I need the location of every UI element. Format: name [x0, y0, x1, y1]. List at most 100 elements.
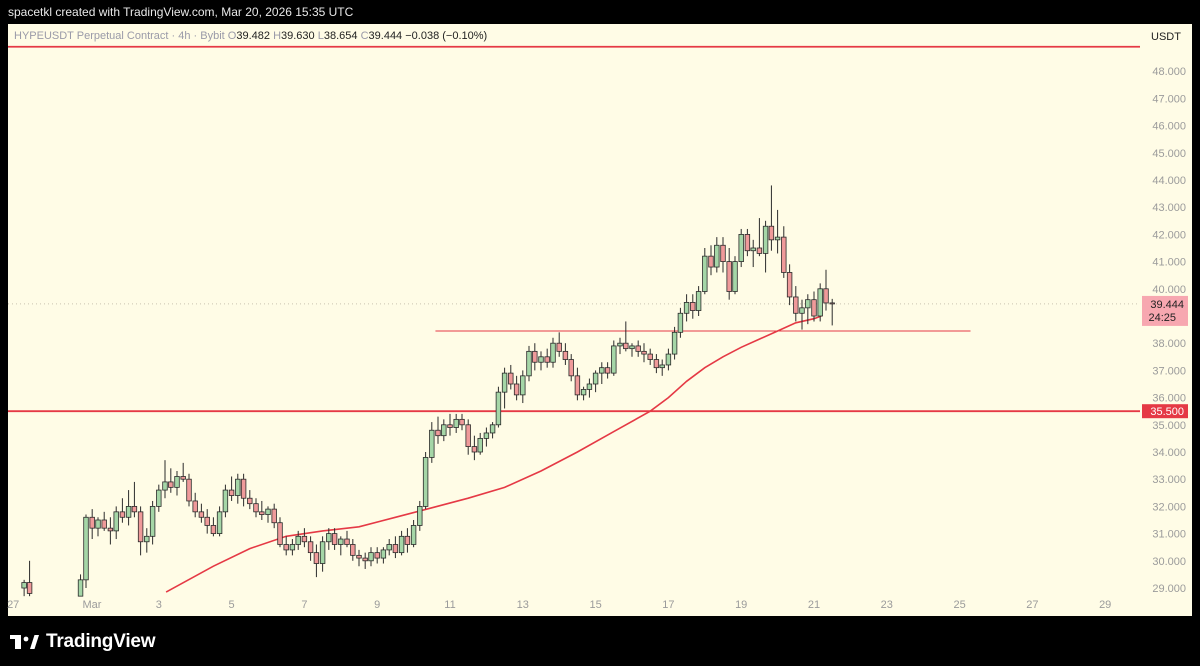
candle-body: [659, 364, 665, 369]
candle-body: [26, 582, 33, 594]
ohlc-legend: HYPEUSDT Perpetual Contract · 4h · Bybit…: [14, 30, 487, 42]
high-value: 39.630: [281, 30, 315, 42]
candle: [805, 294, 811, 325]
candle-body: [174, 476, 180, 488]
candle: [380, 547, 387, 564]
candle-body: [137, 511, 144, 543]
candle: [350, 539, 356, 561]
candle-body: [240, 478, 247, 499]
y-tick-label: 44.000: [1152, 175, 1186, 187]
x-tick-label: 3: [156, 599, 162, 611]
candle-body: [647, 353, 653, 360]
candle: [568, 354, 574, 382]
candle-body: [398, 535, 405, 554]
candle-body: [768, 225, 775, 241]
x-tick-label: 29: [1099, 599, 1111, 611]
candle: [695, 286, 702, 316]
candle: [429, 422, 435, 463]
candle-body: [253, 503, 259, 513]
candle-body: [331, 533, 338, 545]
candle-body: [125, 505, 132, 518]
candle: [447, 413, 453, 436]
candle: [265, 506, 271, 523]
candle-body: [265, 508, 271, 515]
candle-body: [313, 552, 320, 564]
candle: [520, 370, 526, 404]
candle-body: [786, 272, 793, 298]
candle-body: [489, 424, 496, 434]
y-tick-label: 42.000: [1152, 229, 1186, 241]
x-tick-label: 7: [301, 599, 307, 611]
candle-body: [817, 288, 823, 317]
candle-body: [477, 437, 483, 453]
candle-body: [805, 299, 811, 309]
candle-body: [77, 579, 84, 597]
candle: [441, 419, 447, 442]
candle: [526, 345, 532, 382]
candle-body: [156, 489, 162, 507]
candle-body: [228, 489, 235, 496]
candle: [756, 218, 763, 257]
candle-body: [362, 557, 368, 562]
horizontal-levels: [8, 45, 1140, 413]
candle-body: [623, 342, 629, 350]
currency-label[interactable]: USDT: [1151, 31, 1181, 43]
candle: [690, 294, 696, 319]
x-tick-label: 23: [881, 599, 893, 611]
symbol-label[interactable]: HYPEUSDT Perpetual Contract · 4h · Bybit: [14, 30, 225, 42]
candle-body: [410, 525, 417, 545]
candle-body: [113, 511, 119, 532]
candle: [198, 503, 205, 523]
candle-body: [247, 497, 253, 505]
candle: [774, 209, 781, 254]
candle: [137, 506, 144, 556]
candle-body: [95, 519, 101, 529]
candle-body: [756, 247, 763, 254]
candle-body: [356, 554, 362, 559]
tradingview-logo-icon: [10, 635, 39, 649]
candle: [192, 492, 198, 518]
candle-body: [513, 383, 520, 396]
candle-body: [556, 342, 562, 352]
candle: [708, 245, 714, 276]
candle-body: [732, 261, 738, 292]
candle: [289, 539, 296, 556]
candle-body: [441, 424, 447, 437]
candle-body: [635, 345, 641, 352]
candle-body: [726, 261, 732, 292]
low-value: 38.654: [323, 30, 358, 42]
candle-body: [823, 288, 829, 304]
candle-body: [21, 582, 27, 589]
candle-body: [295, 535, 301, 545]
candle: [604, 362, 611, 379]
candle-body: [259, 511, 265, 515]
candle: [617, 337, 623, 355]
candle-body: [192, 500, 198, 513]
candle-body: [271, 508, 277, 524]
candle: [307, 536, 314, 561]
candle: [653, 354, 660, 374]
candle: [101, 511, 107, 531]
time-axis[interactable]: 27 Mar 3 5 7 9 11 13 15 17 19 21 23 25 27 29: [7, 598, 1140, 616]
candle: [362, 552, 368, 569]
candle: [714, 237, 720, 273]
candle: [125, 490, 132, 526]
x-tick-label: 27: [1026, 599, 1038, 611]
candle: [513, 375, 520, 401]
candle-body: [695, 291, 702, 311]
candle: [781, 226, 787, 278]
candle-body: [422, 457, 429, 507]
candle-body: [319, 541, 326, 564]
candle-body: [289, 544, 296, 551]
candle: [326, 528, 332, 550]
candle: [235, 473, 241, 504]
x-tick-label: Mar: [83, 599, 102, 611]
candle: [459, 413, 465, 431]
candle: [374, 547, 380, 564]
candle: [368, 547, 374, 567]
y-tick-label: 31.000: [1152, 529, 1186, 541]
candle-body: [107, 527, 114, 532]
open-label: O: [227, 30, 237, 42]
